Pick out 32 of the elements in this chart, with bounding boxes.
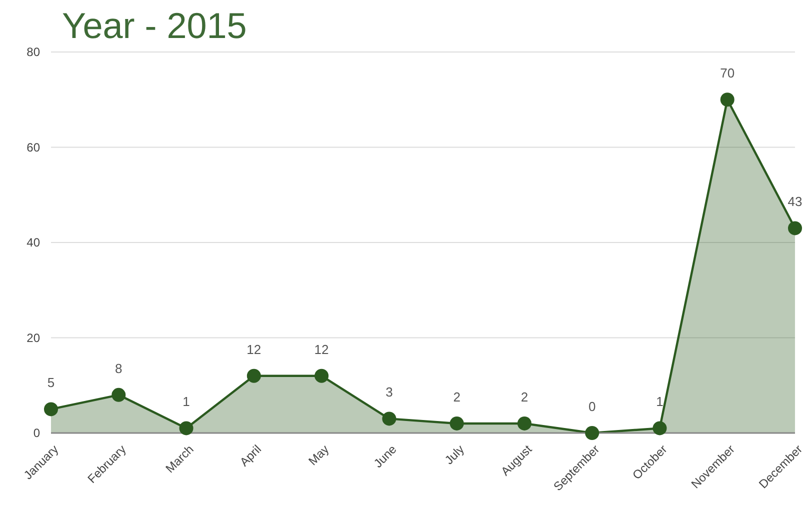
- point: [382, 412, 396, 426]
- data-label: 5: [47, 375, 55, 390]
- y-tick-label: 0: [33, 426, 40, 440]
- x-tick-label: May: [306, 442, 332, 468]
- y-tick-label: 20: [26, 330, 40, 345]
- point: [652, 421, 667, 436]
- point: [585, 426, 600, 440]
- point: [179, 421, 194, 436]
- data-label: 12: [246, 342, 262, 357]
- data-label: 1: [182, 394, 190, 410]
- chart-title: Year - 2015: [62, 5, 247, 46]
- y-tick-label: 40: [26, 236, 40, 250]
- point: [112, 388, 126, 402]
- point: [720, 92, 734, 107]
- data-label: 70: [720, 66, 735, 81]
- data-label: 2: [520, 389, 528, 404]
- point: [44, 402, 58, 416]
- data-label: 2: [453, 389, 460, 404]
- y-tick-label: 60: [26, 140, 40, 154]
- data-label: 3: [386, 384, 393, 400]
- point: [517, 416, 532, 430]
- point: [314, 368, 329, 383]
- data-label: 1: [656, 394, 664, 410]
- data-label: 43: [788, 194, 802, 210]
- point: [788, 221, 802, 236]
- point: [450, 416, 464, 430]
- point: [246, 368, 261, 383]
- data-label: 8: [115, 360, 122, 376]
- data-label: 0: [588, 399, 596, 414]
- data-label: 12: [314, 342, 329, 357]
- x-tick-label: July: [442, 442, 467, 468]
- y-tick-label: 80: [26, 45, 40, 60]
